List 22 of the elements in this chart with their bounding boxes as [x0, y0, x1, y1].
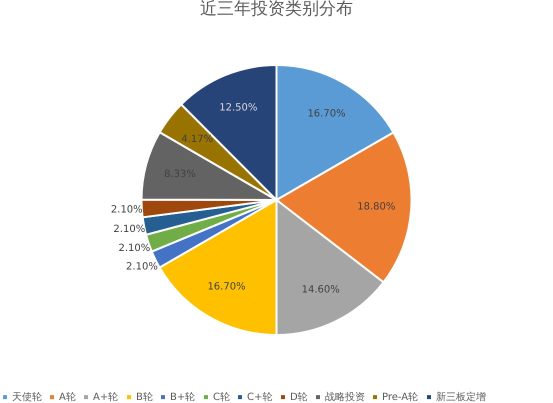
data-label: 16.70% [207, 282, 246, 293]
data-label: 12.50% [219, 102, 258, 114]
legend-label: 天使轮 [12, 391, 42, 403]
data-label: 2.10% [113, 224, 146, 235]
legend-label: 战略投资 [325, 391, 365, 403]
legend-label: A轮 [59, 391, 76, 403]
data-label: 16.70% [307, 108, 346, 120]
data-label: 2.10% [118, 243, 150, 254]
legend-label: B轮 [136, 391, 153, 403]
legend-label: A+轮 [93, 391, 118, 403]
chart-title: 近三年投资类别分布 [200, 0, 353, 19]
data-label: 2.10% [126, 261, 158, 272]
legend-label: D轮 [290, 391, 308, 403]
data-label: 4.17% [181, 134, 214, 145]
legend-label: B+轮 [170, 391, 196, 403]
data-label: 14.60% [302, 284, 340, 296]
data-label: 2.10% [110, 204, 143, 216]
legend-label: C轮 [213, 391, 230, 403]
legend-label: C+轮 [247, 391, 272, 403]
data-label: 18.80% [357, 202, 396, 213]
legend-label: Pre-A轮 [382, 391, 418, 403]
legend-label: 新三板定增 [436, 391, 486, 403]
